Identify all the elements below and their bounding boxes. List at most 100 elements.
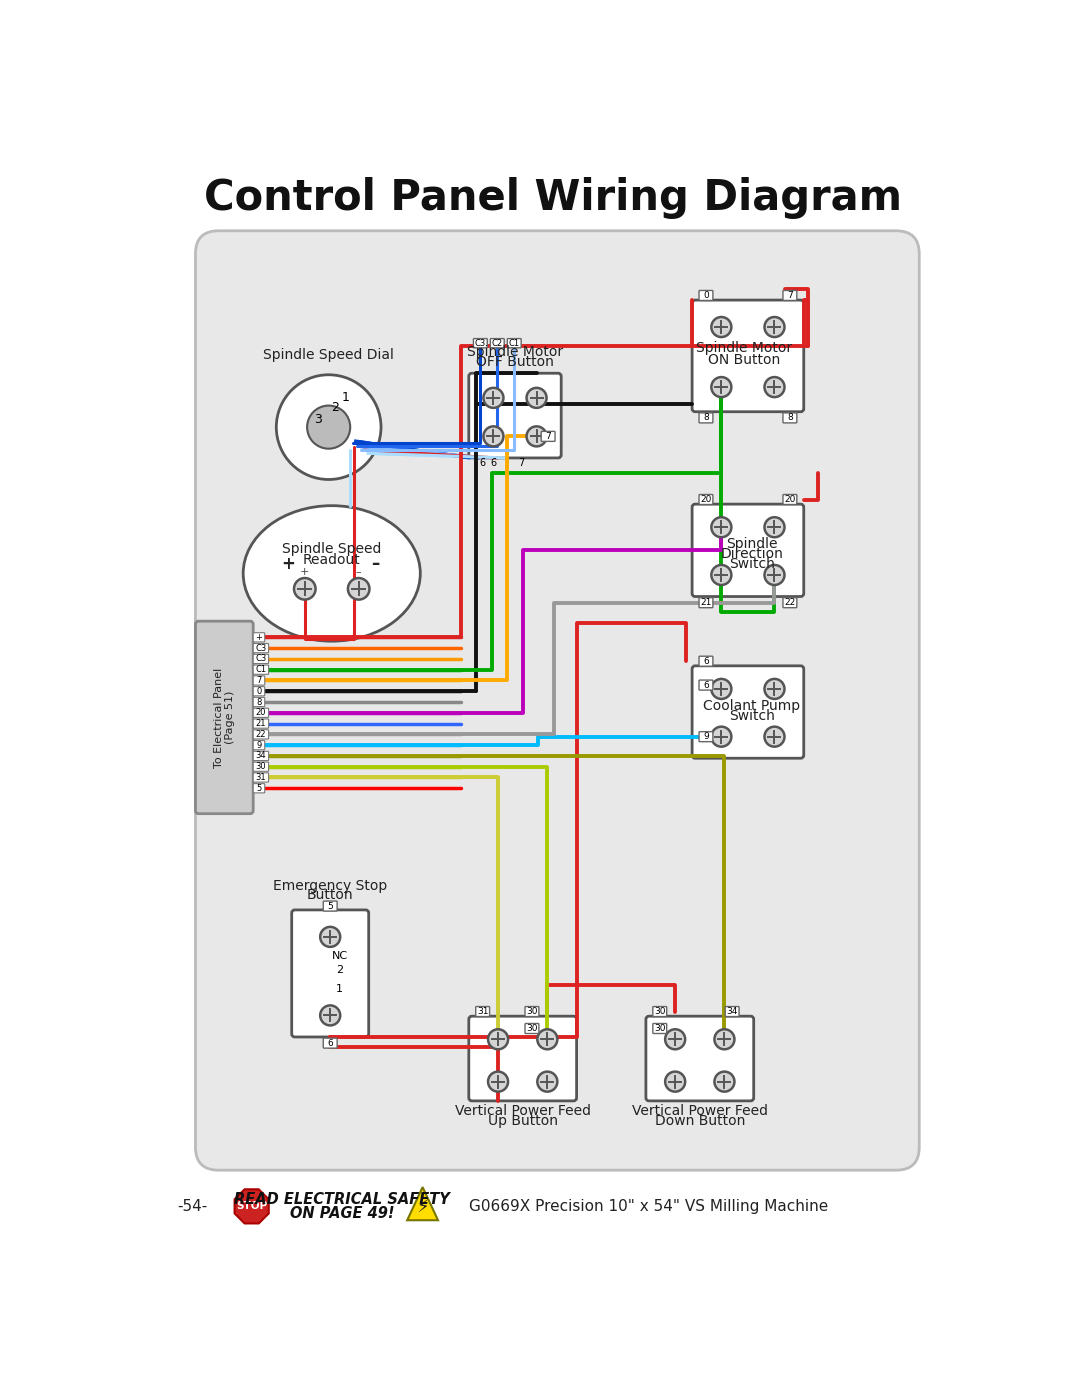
Circle shape: [765, 726, 784, 746]
Circle shape: [712, 517, 731, 538]
Text: 8: 8: [256, 697, 261, 707]
Circle shape: [538, 1030, 557, 1049]
FancyBboxPatch shape: [253, 644, 269, 652]
Text: C3: C3: [475, 338, 486, 348]
Text: –: –: [372, 555, 380, 573]
Text: Direction: Direction: [720, 548, 783, 562]
Circle shape: [765, 679, 784, 698]
FancyBboxPatch shape: [783, 291, 797, 300]
FancyBboxPatch shape: [292, 909, 368, 1037]
Text: 0: 0: [256, 687, 261, 696]
Text: Readout: Readout: [302, 553, 361, 567]
FancyBboxPatch shape: [699, 732, 713, 742]
Text: Vertical Power Feed: Vertical Power Feed: [632, 1104, 768, 1118]
Circle shape: [320, 1006, 340, 1025]
Polygon shape: [234, 1189, 269, 1224]
Circle shape: [665, 1071, 685, 1091]
Text: 22: 22: [256, 729, 266, 739]
FancyBboxPatch shape: [525, 1024, 539, 1034]
FancyBboxPatch shape: [699, 598, 713, 608]
FancyBboxPatch shape: [253, 763, 269, 771]
Circle shape: [484, 426, 503, 447]
FancyBboxPatch shape: [253, 708, 269, 718]
Circle shape: [527, 426, 546, 447]
Text: 6: 6: [703, 657, 708, 666]
Circle shape: [712, 317, 731, 337]
Text: C1: C1: [509, 338, 519, 348]
FancyBboxPatch shape: [699, 657, 713, 666]
Text: Emergency Stop: Emergency Stop: [273, 879, 388, 893]
Text: 7: 7: [787, 291, 793, 300]
Circle shape: [765, 517, 784, 538]
Circle shape: [527, 388, 546, 408]
Text: Coolant Pump: Coolant Pump: [703, 698, 800, 712]
Text: 22: 22: [784, 598, 796, 608]
FancyBboxPatch shape: [253, 752, 269, 760]
Text: ⚡: ⚡: [416, 1199, 429, 1217]
Text: Switch: Switch: [729, 557, 774, 571]
Circle shape: [484, 388, 503, 408]
Text: OFF Button: OFF Button: [476, 355, 554, 369]
Circle shape: [488, 1071, 508, 1091]
FancyBboxPatch shape: [692, 666, 804, 759]
Circle shape: [765, 377, 784, 397]
FancyBboxPatch shape: [253, 665, 269, 675]
Text: 9: 9: [703, 732, 708, 742]
Text: 20: 20: [256, 708, 266, 717]
FancyBboxPatch shape: [508, 338, 522, 348]
Text: To Electrical Panel
(Page 51): To Electrical Panel (Page 51): [214, 668, 235, 767]
Text: 2: 2: [330, 401, 339, 414]
Circle shape: [765, 317, 784, 337]
Text: 30: 30: [526, 1007, 538, 1016]
FancyBboxPatch shape: [692, 504, 804, 597]
Text: Button: Button: [307, 888, 353, 902]
Text: +: +: [256, 633, 262, 641]
Polygon shape: [407, 1187, 438, 1220]
Text: 1: 1: [341, 391, 350, 404]
Text: 30: 30: [654, 1024, 665, 1032]
Text: C1: C1: [255, 665, 267, 675]
Text: ON PAGE 49!: ON PAGE 49!: [289, 1206, 394, 1221]
Circle shape: [712, 726, 731, 746]
Circle shape: [712, 377, 731, 397]
FancyBboxPatch shape: [652, 1007, 666, 1017]
Circle shape: [715, 1071, 734, 1091]
FancyBboxPatch shape: [323, 1038, 337, 1048]
Text: Down Button: Down Button: [654, 1113, 745, 1127]
Text: G0669X Precision 10" x 54" VS Milling Machine: G0669X Precision 10" x 54" VS Milling Ma…: [469, 1199, 828, 1214]
FancyBboxPatch shape: [253, 773, 269, 782]
FancyBboxPatch shape: [469, 373, 562, 458]
FancyBboxPatch shape: [253, 729, 269, 739]
Text: 9: 9: [256, 740, 261, 750]
Text: NC: NC: [332, 951, 348, 961]
Text: Up Button: Up Button: [488, 1113, 557, 1127]
Text: 31: 31: [477, 1007, 488, 1016]
Circle shape: [276, 374, 381, 479]
Text: Spindle Motor: Spindle Motor: [467, 345, 563, 359]
FancyBboxPatch shape: [253, 697, 265, 707]
Text: 7: 7: [545, 432, 551, 441]
Text: C2: C2: [491, 338, 503, 348]
Text: 6: 6: [490, 458, 497, 468]
FancyBboxPatch shape: [783, 414, 797, 423]
FancyBboxPatch shape: [195, 622, 253, 813]
Ellipse shape: [243, 506, 420, 641]
Text: 30: 30: [256, 763, 266, 771]
FancyBboxPatch shape: [253, 784, 265, 793]
Text: 3: 3: [314, 414, 322, 426]
Text: Spindle Speed: Spindle Speed: [282, 542, 381, 556]
Text: C3: C3: [255, 644, 267, 652]
FancyBboxPatch shape: [253, 633, 265, 643]
Text: READ ELECTRICAL SAFETY: READ ELECTRICAL SAFETY: [233, 1192, 449, 1207]
Text: ON Button: ON Button: [708, 353, 780, 367]
FancyBboxPatch shape: [490, 338, 504, 348]
FancyBboxPatch shape: [253, 686, 265, 696]
FancyBboxPatch shape: [469, 1016, 577, 1101]
Text: 8: 8: [787, 414, 793, 422]
Text: 5: 5: [327, 901, 333, 911]
Text: Spindle: Spindle: [726, 538, 778, 552]
Circle shape: [712, 679, 731, 698]
FancyBboxPatch shape: [692, 300, 804, 412]
Circle shape: [712, 564, 731, 585]
Circle shape: [765, 564, 784, 585]
